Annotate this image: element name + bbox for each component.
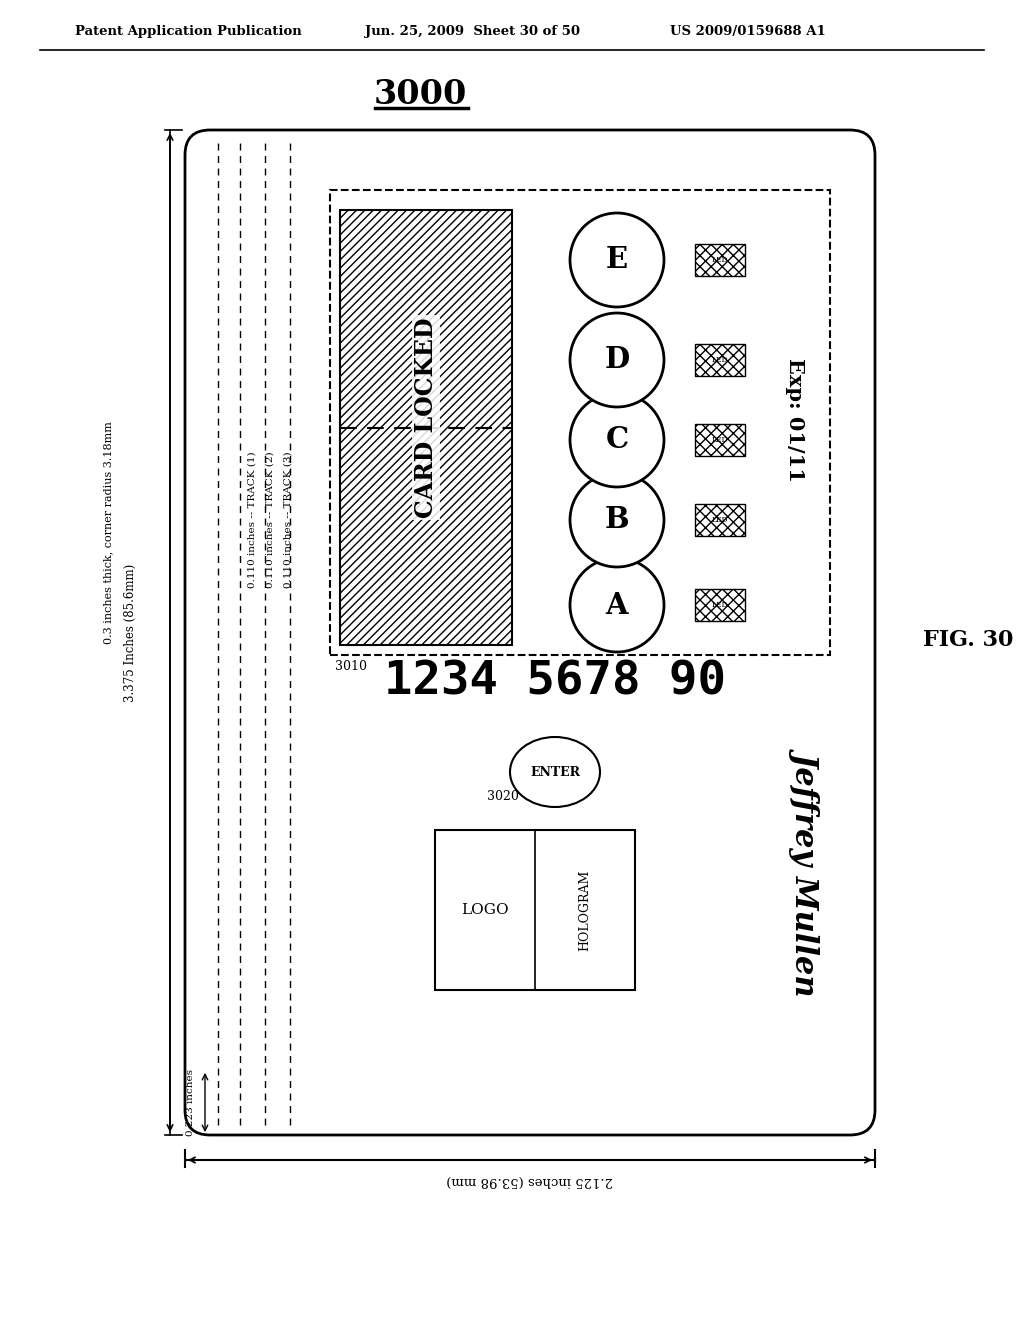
Circle shape bbox=[570, 213, 664, 308]
Text: LED: LED bbox=[712, 436, 728, 444]
Text: FIG. 30: FIG. 30 bbox=[923, 630, 1013, 651]
Text: LED: LED bbox=[712, 601, 728, 609]
Circle shape bbox=[570, 393, 664, 487]
Text: E: E bbox=[606, 246, 628, 275]
Text: C: C bbox=[605, 425, 629, 454]
Text: 0.223 inches: 0.223 inches bbox=[186, 1069, 195, 1137]
Text: D: D bbox=[604, 346, 630, 375]
Text: 1234 5678 90: 1234 5678 90 bbox=[384, 660, 726, 705]
Bar bbox=[695, 424, 745, 455]
Bar bbox=[695, 504, 745, 536]
Text: 0.3 inches thick, corner radius 3.18mm: 0.3 inches thick, corner radius 3.18mm bbox=[103, 421, 113, 644]
Text: Jeffrey Mullen: Jeffrey Mullen bbox=[793, 747, 823, 993]
Text: A: A bbox=[605, 590, 629, 619]
Text: HOLOGRAM: HOLOGRAM bbox=[579, 870, 592, 950]
Text: 0.110 inches -- TRACK (1): 0.110 inches -- TRACK (1) bbox=[248, 451, 256, 589]
Text: LED: LED bbox=[712, 256, 728, 264]
Text: B: B bbox=[605, 506, 630, 535]
Bar bbox=[695, 589, 745, 620]
Text: Exp: 01/11: Exp: 01/11 bbox=[785, 358, 805, 482]
Text: LOGO: LOGO bbox=[461, 903, 509, 917]
Circle shape bbox=[570, 313, 664, 407]
Bar bbox=[435, 830, 635, 990]
Text: 0.110 inches -- TRACK (2): 0.110 inches -- TRACK (2) bbox=[265, 451, 274, 589]
Bar bbox=[695, 345, 745, 376]
Text: CARD LOCKED: CARD LOCKED bbox=[414, 317, 438, 517]
Text: 3.375 Inches (85.6mm): 3.375 Inches (85.6mm) bbox=[124, 564, 136, 702]
Text: Patent Application Publication: Patent Application Publication bbox=[75, 25, 302, 38]
FancyBboxPatch shape bbox=[185, 129, 874, 1135]
Text: 3020: 3020 bbox=[487, 791, 519, 804]
Text: US 2009/0159688 A1: US 2009/0159688 A1 bbox=[670, 25, 825, 38]
Text: LED: LED bbox=[712, 516, 728, 524]
Text: 3000: 3000 bbox=[374, 78, 467, 111]
Text: ENTER: ENTER bbox=[530, 766, 580, 779]
Ellipse shape bbox=[510, 737, 600, 807]
Text: 3010: 3010 bbox=[335, 660, 367, 673]
Bar bbox=[340, 210, 512, 645]
Text: Jun. 25, 2009  Sheet 30 of 50: Jun. 25, 2009 Sheet 30 of 50 bbox=[365, 25, 580, 38]
Circle shape bbox=[570, 558, 664, 652]
Text: LED: LED bbox=[712, 356, 728, 364]
Bar bbox=[695, 244, 745, 276]
Text: 0.110 inches -- TRACK (3): 0.110 inches -- TRACK (3) bbox=[284, 451, 293, 589]
Text: 2.125 inches (53.98 mm): 2.125 inches (53.98 mm) bbox=[446, 1173, 613, 1187]
Circle shape bbox=[570, 473, 664, 568]
